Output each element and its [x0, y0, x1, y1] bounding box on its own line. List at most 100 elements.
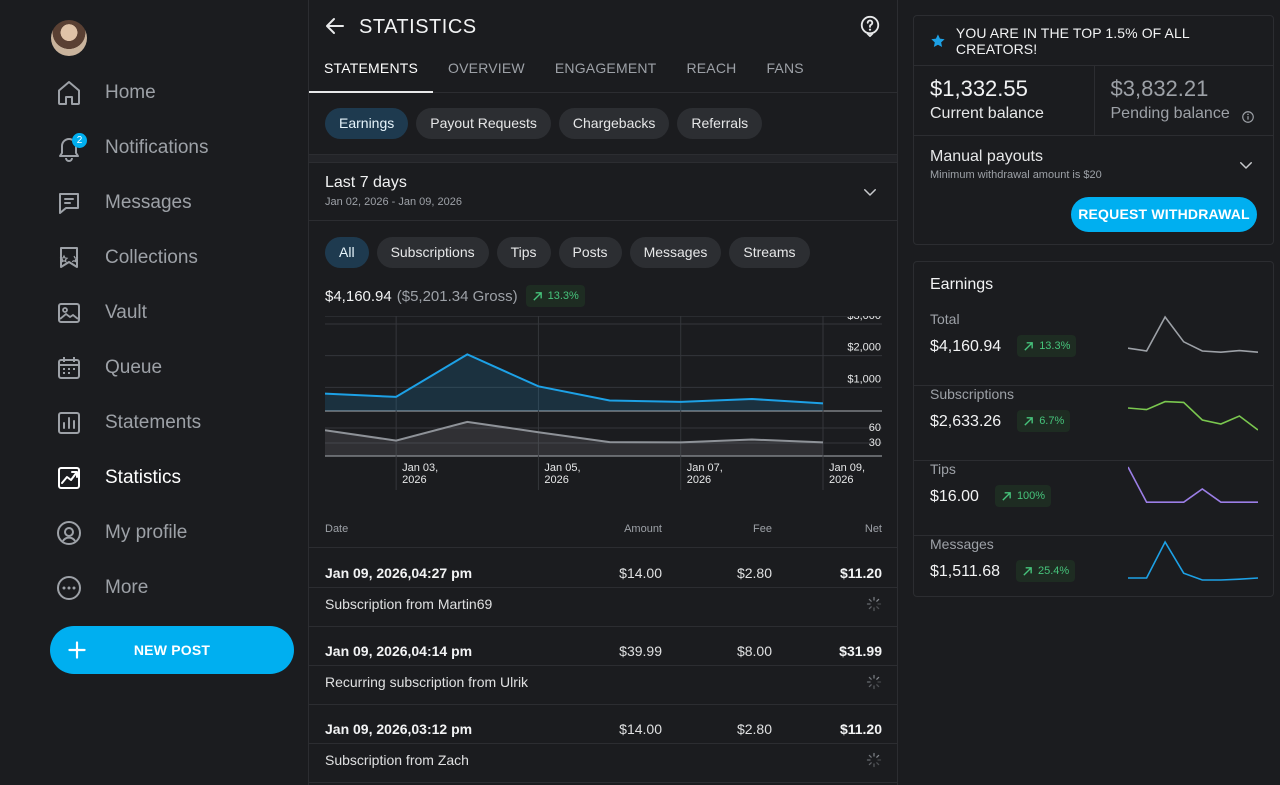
header-amount: Amount [624, 523, 662, 535]
earnings-row-change-badge: 13.3% [1017, 335, 1077, 357]
banner-text: YOU ARE IN THE TOP 1.5% OF ALL CREATORS! [955, 24, 1190, 57]
period-selector[interactable]: Last 7 days Jan 02, 2026 - Jan 09, 2026 [309, 163, 897, 221]
table-row[interactable]: Jan 09, 2026,04:14 pm $39.99 $8.00 $31.99 Re… [309, 627, 898, 705]
type-chip-subscriptions[interactable]: Subscriptions [376, 237, 489, 268]
y-tick-label: $1,000 [847, 373, 881, 385]
sidebar-item-label: Home [105, 81, 156, 103]
right-panel: YOU ARE IN THE TOP 1.5% OF ALL CREATORS!… [913, 15, 1274, 597]
arrow-up-right-icon [1023, 566, 1032, 576]
request-withdrawal-button[interactable]: REQUEST WITHDRAWAL [1071, 197, 1257, 232]
message-icon [50, 184, 88, 222]
sidebar-item-more[interactable]: More [50, 560, 300, 615]
type-chip-all[interactable]: All [325, 237, 369, 268]
row-date: Jan 09, 2026,04:27 pm [325, 565, 473, 581]
header-net: Net [864, 523, 882, 535]
sidebar-item-queue[interactable]: Queue [50, 340, 300, 395]
row-amount: $14.00 [619, 565, 662, 581]
statement-chip-referrals[interactable]: Referrals [677, 108, 763, 139]
tab-overview[interactable]: OVERVIEW [448, 60, 525, 76]
sidebar-item-label: Vault [105, 301, 147, 323]
earning-type-chips: All Subscriptions Tips Posts Messages Streams [309, 221, 897, 276]
sidebar-item-statistics[interactable]: Statistics [50, 450, 300, 505]
sidebar-item-messages[interactable]: Messages [50, 175, 300, 230]
earnings-row-label: Total [930, 311, 960, 327]
earnings-row-change-badge: 100% [994, 485, 1052, 507]
arrow-up-right-icon [1024, 416, 1034, 426]
sidebar-item-vault[interactable]: Vault [50, 285, 300, 340]
type-chip-streams[interactable]: Streams [729, 237, 810, 268]
sidebar: Home 2 Notifications Messages Collections Vau… [0, 0, 309, 785]
sparkline-chart [1128, 400, 1258, 431]
statement-chip-earnings[interactable]: Earnings [325, 108, 409, 139]
series-area [325, 421, 823, 456]
row-net: $11.20 [839, 721, 882, 737]
current-balance-label: Current balance [930, 105, 1044, 122]
summary-net: $4,160.94 [325, 287, 392, 305]
y-tick-label: 30 [869, 437, 881, 449]
table-row[interactable]: Jan 09, 2026,03:12 pm $14.00 $2.80 $11.20 Su… [309, 705, 898, 783]
row-net: $11.20 [839, 565, 882, 581]
sidebar-item-notifications[interactable]: 2 Notifications [50, 120, 300, 175]
earnings-card: Earnings Total $4,160.94 13.3% Subscription… [913, 261, 1274, 597]
back-arrow-icon[interactable] [323, 14, 347, 38]
earnings-card-title: Earnings [930, 276, 994, 293]
new-post-button[interactable]: NEW POST [50, 626, 294, 674]
summary-gross: ($5,201.34 Gross) [396, 287, 518, 305]
x-tick-label: Jan 09, [829, 462, 865, 474]
statistics-tabs: STATEMENTS OVERVIEW ENGAGEMENT REACH FANS [309, 52, 897, 93]
row-description: Subscription from Zach [325, 752, 469, 768]
tab-statements[interactable]: STATEMENTS [309, 52, 434, 93]
row-net: $31.99 [839, 643, 882, 659]
row-description: Recurring subscription from Ulrik [325, 674, 529, 690]
earnings-row-total[interactable]: Total $4,160.94 13.3% [914, 311, 1273, 386]
tab-fans[interactable]: FANS [766, 60, 804, 76]
sidebar-item-collections[interactable]: Collections [50, 230, 300, 285]
earnings-summary: $4,160.94 ($5,201.34 Gross) 13.3% [309, 276, 897, 316]
sidebar-item-label: Messages [105, 191, 192, 213]
row-summary: Jan 09, 2026,04:14 pm $39.99 $8.00 $31.99 [309, 627, 898, 666]
help-icon[interactable] [859, 15, 881, 37]
row-date: Jan 09, 2026,03:12 pm [325, 721, 473, 737]
earnings-row-messages[interactable]: Messages $1,511.68 25.4% [914, 536, 1273, 611]
sparkline-chart [1128, 315, 1258, 354]
current-balance: $1,332.55 Current balance [914, 66, 1094, 135]
manual-payouts: Manual payouts Minimum withdrawal amount… [914, 136, 1273, 244]
series-area [325, 354, 823, 411]
info-icon[interactable] [1241, 110, 1255, 124]
tab-engagement[interactable]: ENGAGEMENT [554, 60, 657, 76]
pending-spinner-icon [866, 752, 882, 768]
type-chip-posts[interactable]: Posts [558, 237, 622, 268]
x-tick-label: 2026 [687, 474, 711, 486]
earnings-row-value: $2,633.26 [930, 413, 1002, 430]
sidebar-item-my-profile[interactable]: My profile [50, 505, 300, 560]
earnings-row-value: $16.00 [930, 488, 979, 505]
sidebar-item-label: Statements [105, 411, 202, 433]
type-chip-tips[interactable]: Tips [496, 237, 551, 268]
chevron-down-icon[interactable] [1237, 156, 1255, 174]
pending-balance-value: $3,832.21 [1110, 76, 1209, 101]
avatar[interactable] [51, 20, 87, 56]
section-divider [309, 155, 897, 163]
sidebar-item-label: Collections [105, 246, 198, 268]
earnings-row-change: 13.3% [1039, 340, 1071, 352]
top-bar: STATISTICS [309, 0, 897, 52]
current-balance-value: $1,332.55 [930, 76, 1028, 101]
statement-chip-payout-requests[interactable]: Payout Requests [416, 108, 551, 139]
earnings-row-subscriptions[interactable]: Subscriptions $2,633.26 6.7% [914, 386, 1273, 461]
table-row[interactable]: Jan 09, 2026,04:27 pm $14.00 $2.80 $11.20 Su… [309, 549, 898, 627]
main-panel: STATISTICS STATEMENTS OVERVIEW ENGAGEMENT R… [309, 0, 898, 785]
sidebar-item-home[interactable]: Home [50, 65, 300, 120]
statement-chip-chargebacks[interactable]: Chargebacks [558, 108, 670, 139]
more-icon [50, 569, 88, 607]
sparkline-chart [1128, 466, 1258, 504]
earnings-row-tips[interactable]: Tips $16.00 100% [914, 461, 1273, 536]
tab-reach[interactable]: REACH [686, 60, 737, 76]
vault-icon [50, 294, 88, 332]
type-chip-messages[interactable]: Messages [629, 237, 722, 268]
sparkline-chart [1128, 540, 1258, 581]
sidebar-item-statements[interactable]: Statements [50, 395, 300, 450]
series-line [325, 353, 824, 405]
collections-icon [50, 239, 88, 277]
